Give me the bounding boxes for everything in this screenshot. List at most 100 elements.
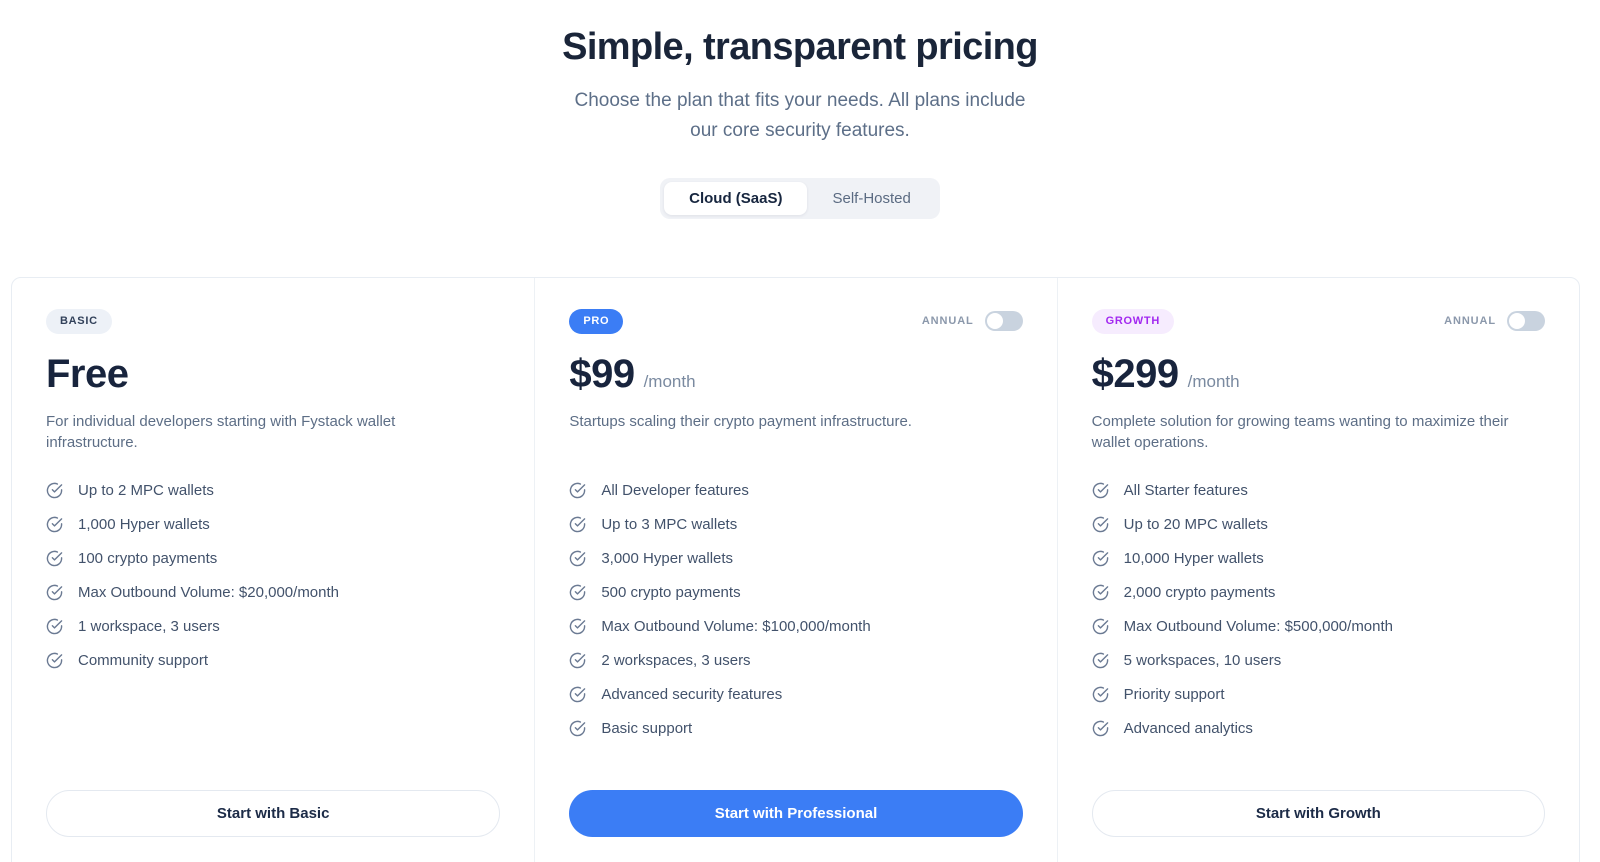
feature-item: Up to 2 MPC wallets [46, 473, 500, 507]
check-circle-icon [46, 618, 63, 634]
pricing-hero: Simple, transparent pricing Choose the p… [0, 0, 1600, 219]
check-circle-icon [570, 516, 586, 532]
page-subtitle: Choose the plan that fits your needs. Al… [0, 86, 1600, 146]
feature-label: 1 workspace, 3 users [78, 617, 220, 635]
feature-item: 2 workspaces, 3 users [569, 643, 1022, 677]
plan-card-growth: GROWTH ANNUAL $299 /month Complete solut… [1056, 278, 1579, 862]
toggle-knob [1508, 313, 1525, 329]
feature-label: 1,000 Hyper wallets [78, 515, 210, 533]
plan-card-pro: PRO ANNUAL $99 /month Startups scaling t… [534, 278, 1056, 862]
feature-item: 2,000 crypto payments [1092, 575, 1545, 609]
price-row: $299 /month [1092, 351, 1545, 397]
billing-tabs: Cloud (SaaS) Self-Hosted [660, 178, 940, 219]
annual-toggle[interactable] [984, 311, 1023, 331]
check-circle-icon [1092, 618, 1108, 634]
check-circle-icon [46, 652, 63, 668]
feature-label: Advanced security features [601, 685, 783, 703]
page-title: Simple, transparent pricing [562, 26, 1038, 68]
feature-item: Max Outbound Volume: $100,000/month [569, 609, 1022, 643]
feature-item: Priority support [1092, 677, 1545, 711]
feature-label: Basic support [601, 719, 693, 737]
plan-period: /month [643, 372, 696, 391]
feature-list: All Starter features Up to 20 MPC wallet… [1092, 473, 1545, 745]
check-circle-icon [1092, 584, 1108, 600]
plan-badge: GROWTH [1091, 308, 1174, 334]
check-circle-icon [570, 482, 586, 498]
feature-label: All Starter features [1123, 481, 1248, 499]
feature-item: 10,000 Hyper wallets [1092, 541, 1545, 575]
start-with-basic-button[interactable]: Start with Basic [46, 790, 501, 837]
pricing-cards-container: BASIC Free For individual developers sta… [11, 277, 1580, 862]
plan-description: For individual developers starting with … [46, 413, 396, 451]
start-with-growth-button[interactable]: Start with Growth [1091, 790, 1545, 837]
subtitle-line-2: our core security features. [690, 120, 910, 141]
check-circle-icon [570, 720, 586, 736]
check-circle-icon [570, 618, 586, 634]
check-circle-icon [46, 550, 63, 566]
annual-label: ANNUAL [1444, 315, 1496, 327]
feature-item: 100 crypto payments [46, 541, 500, 575]
card-header-row: PRO ANNUAL [569, 308, 1023, 334]
check-circle-icon [570, 550, 586, 566]
feature-item: Advanced security features [569, 677, 1022, 711]
check-circle-icon [46, 584, 63, 600]
check-circle-icon [1092, 720, 1108, 736]
price-row: Free [46, 351, 500, 397]
check-circle-icon [1092, 516, 1108, 532]
feature-label: Up to 3 MPC wallets [601, 515, 738, 533]
feature-item: 3,000 Hyper wallets [569, 541, 1022, 575]
check-circle-icon [1092, 652, 1108, 668]
check-circle-icon [570, 652, 586, 668]
feature-item: Advanced analytics [1092, 711, 1545, 745]
price-row: $99 /month [569, 351, 1022, 397]
feature-label: 10,000 Hyper wallets [1123, 549, 1264, 567]
card-header-row: GROWTH ANNUAL [1091, 308, 1545, 334]
check-circle-icon [570, 584, 586, 600]
feature-label: Up to 20 MPC wallets [1123, 515, 1268, 533]
plan-card-basic: BASIC Free For individual developers sta… [12, 278, 534, 862]
feature-item: Basic support [569, 711, 1022, 745]
feature-item: Max Outbound Volume: $20,000/month [46, 575, 500, 609]
check-circle-icon [570, 686, 586, 702]
billing-mode-switcher: Cloud (SaaS) Self-Hosted [0, 178, 1600, 219]
feature-item: All Starter features [1092, 473, 1545, 507]
toggle-knob [986, 313, 1003, 329]
subtitle-line-1: Choose the plan that fits your needs. Al… [574, 90, 1026, 111]
plan-description: Startups scaling their crypto payment in… [569, 413, 912, 430]
check-circle-icon [1092, 686, 1108, 702]
feature-item: Community support [46, 643, 500, 677]
tab-cloud-saas[interactable]: Cloud (SaaS) [664, 182, 808, 215]
card-header-row: BASIC [46, 308, 500, 334]
start-with-professional-button[interactable]: Start with Professional [569, 790, 1023, 837]
feature-label: Priority support [1123, 685, 1225, 703]
tab-self-hosted[interactable]: Self-Hosted [807, 182, 935, 215]
feature-label: 2,000 crypto payments [1123, 583, 1276, 601]
plan-description: Complete solution for growing teams want… [1091, 413, 1509, 451]
feature-label: Max Outbound Volume: $500,000/month [1123, 617, 1394, 635]
feature-label: Max Outbound Volume: $100,000/month [601, 617, 871, 635]
plan-period: /month [1187, 372, 1240, 391]
plan-badge: BASIC [46, 308, 112, 334]
feature-label: Up to 2 MPC wallets [78, 481, 214, 499]
check-circle-icon [46, 482, 63, 498]
plan-price: $299 [1091, 352, 1179, 396]
check-circle-icon [1092, 550, 1108, 566]
feature-item: 5 workspaces, 10 users [1092, 643, 1545, 677]
plan-price: $99 [569, 352, 635, 396]
feature-list: All Developer features Up to 3 MPC walle… [569, 473, 1022, 745]
annual-toggle[interactable] [1506, 311, 1545, 331]
plan-badge: PRO [569, 308, 624, 334]
feature-item: Max Outbound Volume: $500,000/month [1092, 609, 1545, 643]
feature-item: 500 crypto payments [569, 575, 1022, 609]
plan-price: Free [46, 352, 129, 396]
feature-label: 2 workspaces, 3 users [601, 651, 751, 669]
feature-label: 3,000 Hyper wallets [601, 549, 734, 567]
annual-billing-control: ANNUAL [922, 311, 1023, 331]
check-circle-icon [46, 516, 63, 532]
annual-label: ANNUAL [921, 315, 974, 327]
feature-label: All Developer features [601, 481, 749, 499]
feature-label: Community support [78, 651, 209, 669]
feature-label: Advanced analytics [1123, 719, 1253, 737]
feature-item: Up to 20 MPC wallets [1092, 507, 1545, 541]
feature-label: 500 crypto payments [601, 583, 741, 601]
